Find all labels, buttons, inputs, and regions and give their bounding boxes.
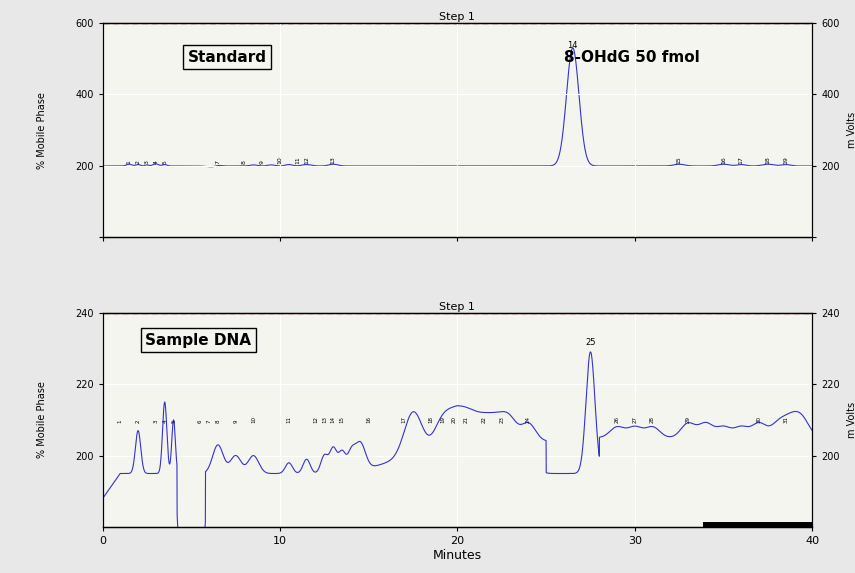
Text: 30: 30 [757, 417, 762, 423]
Text: 13: 13 [321, 417, 327, 423]
Text: 8-OHdG 50 fmol: 8-OHdG 50 fmol [564, 49, 699, 65]
Text: Standard: Standard [188, 49, 267, 65]
Text: 31: 31 [783, 417, 788, 423]
Text: 2: 2 [136, 160, 140, 164]
Text: 1: 1 [127, 160, 132, 164]
Text: 14: 14 [331, 417, 336, 423]
Text: 24: 24 [526, 417, 531, 423]
Text: 7: 7 [215, 160, 221, 164]
Text: 26: 26 [615, 417, 620, 423]
Text: 19: 19 [440, 417, 445, 423]
Text: 1: 1 [118, 420, 123, 423]
Text: 12: 12 [313, 417, 318, 423]
Text: 16: 16 [366, 417, 371, 423]
Text: 8: 8 [215, 420, 221, 423]
Text: 3: 3 [153, 420, 158, 423]
Text: 13: 13 [331, 156, 336, 164]
Text: 15: 15 [339, 417, 345, 423]
Text: 17: 17 [739, 156, 744, 164]
Text: 9: 9 [233, 420, 239, 423]
Text: 5: 5 [162, 160, 168, 164]
Text: 10: 10 [278, 156, 282, 164]
Text: 15: 15 [676, 156, 681, 164]
Title: Step 1: Step 1 [439, 302, 475, 312]
Text: 27: 27 [633, 417, 637, 423]
Text: 5: 5 [171, 420, 176, 423]
Text: Sample DNA: Sample DNA [145, 333, 251, 348]
Text: 11: 11 [286, 417, 292, 423]
Text: 11: 11 [295, 156, 300, 164]
Text: 18: 18 [765, 156, 770, 164]
Title: Step 1: Step 1 [439, 12, 475, 22]
Text: 17: 17 [402, 417, 407, 423]
Text: 25: 25 [585, 337, 596, 347]
Text: 22: 22 [481, 417, 486, 423]
Text: 9: 9 [260, 160, 265, 164]
Y-axis label: % Mobile Phase: % Mobile Phase [38, 92, 47, 168]
Text: 14: 14 [568, 41, 578, 50]
Text: 6: 6 [198, 420, 203, 423]
Text: 21: 21 [463, 417, 469, 423]
Text: 3: 3 [144, 160, 150, 164]
Text: 28: 28 [650, 417, 655, 423]
X-axis label: Minutes: Minutes [433, 549, 482, 562]
Text: 18: 18 [428, 417, 433, 423]
Text: 16: 16 [721, 156, 726, 164]
Text: 4: 4 [162, 420, 168, 423]
Text: 29: 29 [686, 417, 691, 423]
Text: 12: 12 [304, 156, 310, 164]
Text: 8: 8 [242, 160, 247, 164]
Y-axis label: m Volts: m Volts [846, 402, 855, 438]
Text: 2: 2 [136, 420, 140, 423]
Text: 10: 10 [251, 417, 256, 423]
Text: 19: 19 [783, 156, 788, 164]
Text: 4: 4 [153, 160, 158, 164]
Text: 20: 20 [451, 417, 457, 423]
Text: 23: 23 [499, 417, 504, 423]
Text: 7: 7 [207, 420, 211, 423]
Y-axis label: m Volts: m Volts [846, 112, 855, 148]
Y-axis label: % Mobile Phase: % Mobile Phase [37, 382, 47, 458]
